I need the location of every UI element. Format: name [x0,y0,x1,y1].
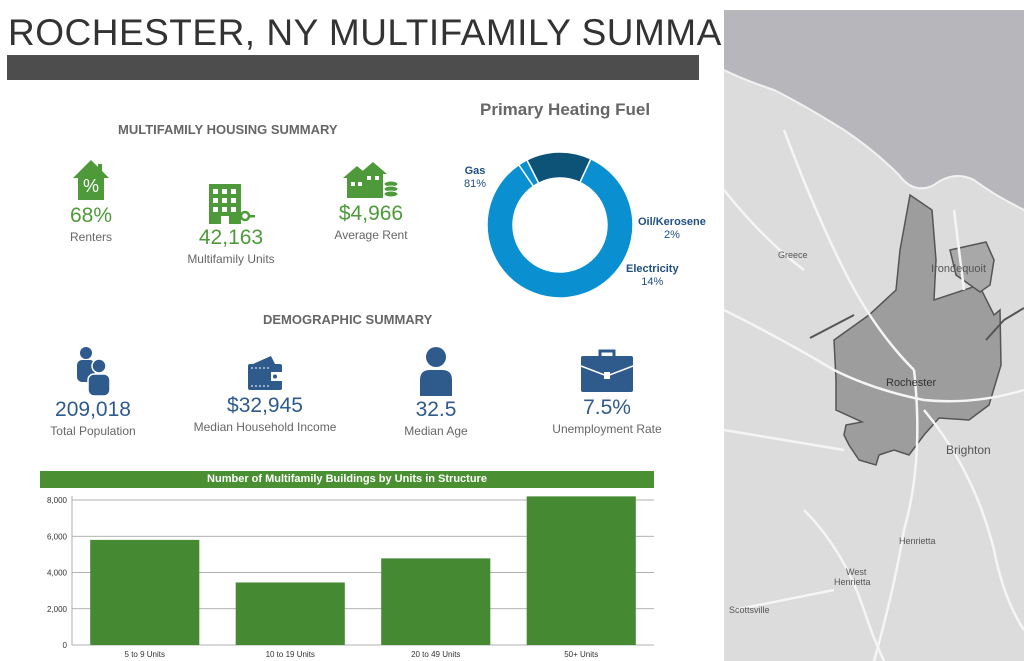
electricity-value: 14% [641,276,664,289]
donut-title: Primary Heating Fuel [480,100,651,119]
population-label: Total Population [50,424,136,438]
y-tick-label: 0 [63,641,68,650]
unemployment-stat: 7.5% Unemployment Rate [522,348,692,436]
bar-chart-title: Number of Multifamily Buildings by Units… [40,471,654,488]
x-tick-label: 50+ Units [564,650,598,659]
income-value: $32,945 [227,394,303,417]
renters-label: Renters [69,230,113,244]
wallet-icon [248,356,282,390]
x-tick-label: 10 to 19 Units [266,650,315,659]
housing-heading: MULTIFAMILY HOUSING SUMMARY [118,122,338,137]
person-icon [420,347,452,396]
renters-stat: % 68% Renters [6,158,176,244]
map-label-henrietta: Henrietta [899,536,936,546]
demographic-heading: DEMOGRAPHIC SUMMARY [263,312,433,327]
heating-fuel-donut [486,151,634,299]
donut-slice-electricity [525,151,592,185]
age-label: Median Age [404,424,468,438]
lake-ontario [724,10,1024,210]
age-value: 32.5 [415,398,457,421]
map-roads [724,129,1024,661]
bar-4 [526,496,636,645]
page-title: ROCHESTER, NY MULTIFAMILY SUMMARY [8,12,774,53]
apartment-building-icon [209,184,255,224]
y-tick-label: 8,000 [47,496,68,505]
bar-3 [381,558,491,645]
income-stat: $32,945 Median Household Income [180,354,350,434]
x-tick-label: 20 to 49 Units [411,650,460,659]
people-icon [77,347,111,396]
population-stat: 209,018 Total Population [8,346,178,438]
city-line-east [985,307,1024,341]
rent-stat: $4,966 Average Rent [286,160,456,242]
oil-label: Oil/Kerosene 2% [638,216,706,242]
map-label-irondequoit: Irondequoit [931,263,986,275]
units-bar-chart: 0 2,000 4,000 6,000 8,000 5 to 9 Units 10 to 1… [47,496,654,659]
rent-value: $4,966 [338,202,404,225]
map-label-west: West [846,567,867,577]
rent-label: Average Rent [334,228,408,242]
donut-slice-gas [486,157,634,299]
briefcase-icon [580,349,634,392]
svg-text:%: % [83,176,99,196]
irondequoit-area [949,241,995,293]
map-label-west-henrietta: Henrietta [834,577,871,587]
map-label-greece: Greece [778,250,808,260]
y-tick-label: 6,000 [47,532,68,541]
gas-value: 81% [464,178,487,191]
shoreline [724,69,1024,211]
income-label: Median Household Income [193,420,337,434]
renters-value: 68% [69,204,113,227]
y-tick-label: 2,000 [47,605,68,614]
rochester-boundary [833,193,1002,466]
unemployment-label: Unemployment Rate [552,422,662,436]
bar-1 [90,539,200,645]
map-label-brighton: Brighton [946,443,991,457]
house-percent-icon: % [73,160,109,200]
y-tick-label: 4,000 [47,569,68,578]
oil-value: 2% [663,229,680,242]
electricity-label: Electricity 14% [626,263,679,289]
electricity-name: Electricity [626,263,679,275]
units-value: 42,163 [198,226,264,249]
unemployment-value: 7.5% [583,396,631,419]
gas-label: Gas 81% [464,165,486,191]
units-stat: 42,163 Multifamily Units [146,180,316,266]
city-line-west [809,314,855,339]
units-label: Multifamily Units [187,252,275,266]
title-bar [7,55,699,80]
gas-name: Gas [464,165,486,177]
population-value: 209,018 [55,398,131,421]
map-label-scottsville: Scottsville [729,605,770,615]
oil-name: Oil/Kerosene [638,216,706,228]
rochester-map: Greece Irondequoit Rochester Brighton He… [724,10,1024,661]
x-tick-label: 5 to 9 Units [125,650,165,659]
map-label-rochester: Rochester [886,377,936,389]
bar-2 [235,582,345,645]
age-stat: 32.5 Median Age [351,346,521,438]
houses-coins-icon [343,162,399,198]
